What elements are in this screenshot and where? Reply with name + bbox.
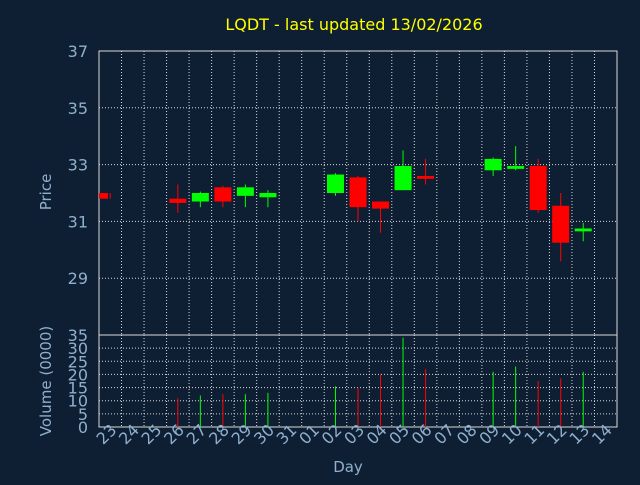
candle-body bbox=[394, 166, 412, 191]
x-tick-label: 14 bbox=[588, 420, 616, 448]
price-tick-label: 33 bbox=[68, 156, 88, 175]
candle-body bbox=[349, 177, 367, 208]
volume-tick-label: 25 bbox=[68, 352, 88, 371]
x-axis-label: Day bbox=[333, 458, 363, 476]
candle-body bbox=[236, 187, 254, 196]
price-tick-label: 35 bbox=[68, 99, 88, 118]
volume-tick-label: 0 bbox=[78, 418, 88, 437]
volume-tick-label: 15 bbox=[68, 379, 88, 398]
candle-body bbox=[259, 193, 277, 198]
volume-tick-label: 20 bbox=[68, 365, 88, 384]
price-tick-label: 29 bbox=[68, 269, 88, 288]
candle-body bbox=[214, 187, 232, 202]
volume-tick-label: 30 bbox=[68, 339, 88, 358]
x-axis-ticks: 2324252627282930310102030405060708091011… bbox=[93, 420, 616, 448]
volume-tick-label: 35 bbox=[68, 326, 88, 345]
volume-tick-label: 5 bbox=[78, 405, 88, 424]
candle-body bbox=[326, 174, 344, 193]
candle-body bbox=[169, 198, 187, 203]
chart-title: LQDT - last updated 13/02/2026 bbox=[225, 15, 482, 34]
price-tick-label: 31 bbox=[68, 212, 88, 231]
volume-tick-label: 10 bbox=[68, 392, 88, 411]
candle-body bbox=[529, 166, 547, 211]
candle-body bbox=[99, 193, 108, 199]
price-axis-label: Price bbox=[37, 174, 55, 211]
candle-body bbox=[574, 228, 592, 232]
candle-body bbox=[372, 201, 390, 209]
volume-axis-label: Volume (0000) bbox=[37, 326, 55, 436]
candle-body bbox=[484, 158, 502, 171]
candle-body bbox=[507, 166, 525, 169]
price-tick-label: 37 bbox=[68, 42, 88, 61]
candle-body bbox=[191, 193, 209, 202]
candle-body bbox=[552, 205, 570, 243]
candle-body bbox=[417, 175, 435, 179]
price-panel: 29 31 33 35 37 bbox=[68, 42, 618, 336]
